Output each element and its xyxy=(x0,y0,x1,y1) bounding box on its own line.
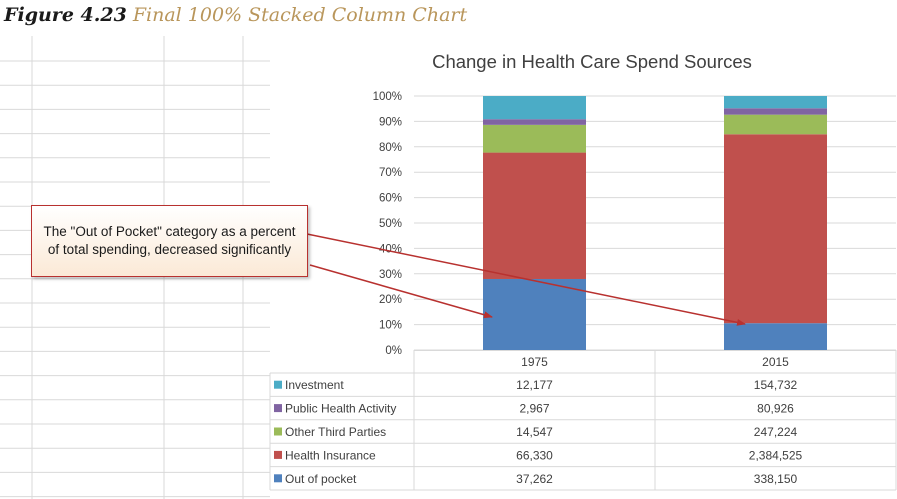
bar-segment xyxy=(724,114,827,135)
bar-segment xyxy=(724,323,827,350)
series-name: Health Insurance xyxy=(285,448,376,462)
series-name: Public Health Activity xyxy=(285,402,396,416)
y-tick-label: 80% xyxy=(379,142,402,154)
legend-key xyxy=(274,380,282,389)
y-tick-label: 10% xyxy=(379,320,402,332)
callout-arrows xyxy=(306,233,746,326)
bar-segment xyxy=(724,108,827,115)
bar-segment xyxy=(724,96,827,109)
data-value: 338,150 xyxy=(754,472,798,486)
y-tick-label: 100% xyxy=(373,91,402,103)
x-axis-label: 1975 xyxy=(521,355,548,369)
chart-title: Change in Health Care Spend Sources xyxy=(432,51,752,72)
bar-segment xyxy=(483,96,586,120)
bar-segment xyxy=(483,278,586,350)
series-name: Other Third Parties xyxy=(285,425,386,439)
series-name: Investment xyxy=(285,378,344,392)
bar-segment xyxy=(483,152,586,279)
legend-key xyxy=(274,404,282,413)
y-tick-label: 70% xyxy=(379,167,402,179)
data-value: 154,732 xyxy=(754,378,798,392)
y-tick-label: 20% xyxy=(379,294,402,306)
data-value: 2,967 xyxy=(519,402,549,416)
bar-segment xyxy=(483,119,586,125)
data-value: 14,547 xyxy=(516,425,553,439)
callout-box: The "Out of Pocket" category as a percen… xyxy=(31,205,308,277)
bars xyxy=(483,96,827,350)
y-tick-label: 60% xyxy=(379,193,402,205)
figure-title: Final 100% Stacked Column Chart xyxy=(132,4,468,26)
data-value: 37,262 xyxy=(516,472,553,486)
series-name: Out of pocket xyxy=(285,472,357,486)
y-axis-ticks: 0%10%20%30%40%50%60%70%80%90%100% xyxy=(373,91,402,357)
legend-key xyxy=(274,474,282,483)
data-value: 2,384,525 xyxy=(749,448,803,462)
legend-key xyxy=(274,450,282,459)
y-tick-label: 0% xyxy=(385,345,402,357)
y-tick-label: 90% xyxy=(379,116,402,128)
data-value: 66,330 xyxy=(516,448,553,462)
y-tick-label: 30% xyxy=(379,269,402,281)
legend-key xyxy=(274,427,282,436)
data-table: 1975 2015 Investment 12,177 154,732 Public He… xyxy=(269,350,897,491)
y-tick-label: 50% xyxy=(379,218,402,230)
bar-segment xyxy=(483,124,586,153)
figure-number: Figure 4.23 xyxy=(4,4,127,26)
data-value: 247,224 xyxy=(754,425,798,439)
arrow-to-2015 xyxy=(306,233,746,326)
x-axis-label: 2015 xyxy=(762,355,789,369)
arrow-to-1975 xyxy=(309,264,493,319)
figure-caption: Figure 4.23 Final 100% Stacked Column Ch… xyxy=(4,2,467,28)
data-value: 80,926 xyxy=(757,402,794,416)
bar-segment xyxy=(724,134,827,324)
data-value: 12,177 xyxy=(516,378,553,392)
callout-text: The "Out of Pocket" category as a percen… xyxy=(43,224,296,257)
